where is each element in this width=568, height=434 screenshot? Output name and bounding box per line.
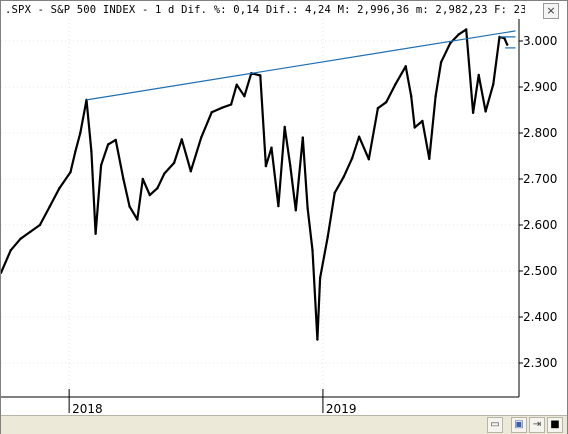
y-axis-ticks: 3.000 2.900 2.800 2.700 2.600 2.500 2.400 2.300 bbox=[519, 34, 557, 370]
price-point bbox=[270, 146, 273, 149]
close-button[interactable]: × bbox=[543, 3, 559, 19]
price-chart: 3.000 2.900 2.800 2.700 2.600 2.500 2.400 2.300… bbox=[1, 19, 557, 415]
price-point bbox=[220, 106, 224, 109]
price-point bbox=[210, 111, 213, 114]
price-point bbox=[333, 191, 336, 194]
price-point bbox=[413, 126, 416, 129]
price-point bbox=[128, 205, 131, 208]
color-picker-icon[interactable]: ■ bbox=[547, 417, 563, 433]
y-tick-label: 2.900 bbox=[523, 80, 557, 94]
price-point bbox=[394, 83, 397, 86]
x-axis-ticks: 2018 2019 bbox=[68, 389, 357, 415]
price-point bbox=[122, 177, 125, 181]
price-point bbox=[163, 172, 166, 175]
y-tick-label: 2.700 bbox=[523, 172, 557, 186]
price-point bbox=[19, 237, 22, 240]
price-point bbox=[29, 230, 32, 234]
price-point bbox=[385, 101, 388, 104]
price-point bbox=[259, 74, 262, 77]
y-tick-label: 2.800 bbox=[523, 126, 557, 140]
price-point bbox=[410, 95, 413, 98]
price-point bbox=[106, 143, 110, 146]
price-point bbox=[99, 164, 103, 167]
price-point bbox=[235, 83, 238, 86]
price-point bbox=[367, 158, 370, 161]
price-point bbox=[48, 205, 51, 208]
price-point bbox=[492, 83, 495, 86]
price-point bbox=[264, 164, 268, 168]
price-point bbox=[141, 177, 144, 181]
price-point bbox=[180, 138, 183, 141]
price-point bbox=[326, 235, 329, 238]
price-point bbox=[311, 249, 314, 252]
price-point bbox=[90, 150, 93, 153]
price-point bbox=[457, 33, 460, 36]
price-point bbox=[449, 42, 452, 45]
price-point bbox=[506, 43, 509, 46]
price-point bbox=[58, 187, 61, 190]
price-point bbox=[79, 131, 82, 135]
x-tick-label: 2018 bbox=[72, 402, 103, 415]
chart-title: .SPX - S&P 500 INDEX - 1 d Dif. %: 0,14 … bbox=[5, 4, 525, 16]
price-point bbox=[434, 95, 437, 98]
price-point bbox=[94, 232, 97, 235]
price-point bbox=[38, 223, 42, 227]
price-point bbox=[484, 110, 487, 113]
price-point bbox=[172, 161, 176, 165]
price-point bbox=[503, 37, 506, 40]
x-tick-label: 2019 bbox=[326, 402, 357, 415]
price-point bbox=[148, 193, 151, 197]
price-point bbox=[136, 218, 139, 221]
price-point bbox=[9, 249, 12, 252]
price-point bbox=[156, 187, 159, 190]
price-point bbox=[316, 338, 319, 341]
price-point bbox=[318, 276, 322, 280]
price-point bbox=[465, 28, 468, 31]
save-icon[interactable]: ▣ bbox=[511, 417, 527, 433]
price-point bbox=[439, 61, 443, 64]
y-tick-label: 2.300 bbox=[523, 356, 557, 370]
price-point bbox=[301, 136, 304, 139]
price-point bbox=[294, 209, 297, 212]
y-tick-label: 3.000 bbox=[523, 34, 557, 48]
price-point bbox=[357, 135, 361, 138]
price-point bbox=[376, 107, 380, 110]
price-point bbox=[306, 206, 309, 210]
status-bar: ▭ ▣ ⇥ ■ ||| bbox=[1, 415, 567, 434]
series-layer bbox=[1, 28, 509, 341]
price-point bbox=[1, 271, 3, 274]
export-icon[interactable]: ⇥ bbox=[529, 417, 545, 433]
price-point bbox=[350, 157, 354, 160]
price-point bbox=[404, 65, 407, 68]
y-tick-label: 2.500 bbox=[523, 264, 557, 278]
price-point bbox=[243, 95, 246, 98]
price-point bbox=[229, 103, 233, 106]
y-tick-label: 2.400 bbox=[523, 310, 557, 324]
price-point bbox=[283, 125, 286, 129]
price-point bbox=[277, 204, 280, 208]
price-point bbox=[289, 164, 292, 167]
price-point bbox=[114, 138, 117, 142]
price-point bbox=[342, 175, 345, 178]
price-point bbox=[477, 73, 480, 77]
price-point bbox=[189, 170, 192, 173]
price-point bbox=[428, 157, 431, 160]
price-point bbox=[471, 111, 475, 115]
price-point bbox=[69, 170, 72, 174]
annotation-layer bbox=[86, 30, 516, 101]
price-point bbox=[74, 150, 77, 153]
price-point bbox=[200, 136, 203, 139]
resistance-trendline[interactable] bbox=[86, 30, 516, 101]
y-tick-label: 2.600 bbox=[523, 218, 557, 232]
chart-settings-icon[interactable]: ▭ bbox=[487, 417, 503, 433]
price-point bbox=[421, 119, 424, 123]
